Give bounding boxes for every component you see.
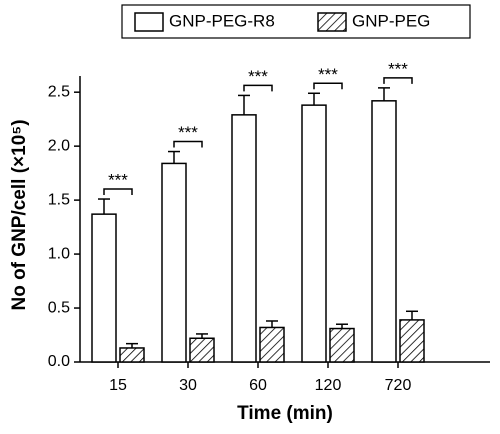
significance-bracket <box>243 84 273 92</box>
significance-bracket <box>313 82 343 90</box>
y-tick-label: 0.5 <box>48 299 70 316</box>
legend-swatch <box>134 12 164 32</box>
legend-swatch <box>317 12 347 32</box>
y-tick-label: 1.0 <box>48 245 70 262</box>
significance-bracket <box>383 77 413 84</box>
bar <box>91 213 117 363</box>
y-tick-label: 1.5 <box>48 191 70 208</box>
annotation: *** <box>178 123 198 142</box>
bar <box>161 162 187 363</box>
y-tick-label: 0.0 <box>48 353 70 370</box>
y-tick-label: 2.5 <box>48 83 70 100</box>
x-tick-label: 60 <box>249 377 267 394</box>
x-tick-label: 720 <box>385 377 412 394</box>
bar <box>371 100 397 363</box>
bar <box>259 326 285 363</box>
legend-label: GNP-PEG-R8 <box>169 11 275 30</box>
bar <box>119 347 145 363</box>
x-tick-label: 30 <box>179 377 197 394</box>
x-axis-title: Time (min) <box>237 403 333 424</box>
x-tick-label: 120 <box>315 377 342 394</box>
annotation: *** <box>248 67 268 86</box>
significance-bracket <box>103 188 133 196</box>
annotation: *** <box>388 59 408 78</box>
significance-bracket <box>173 140 203 148</box>
bar <box>329 327 355 363</box>
y-axis-title: No of GNP/cell (×10⁵) <box>9 119 30 310</box>
bar <box>399 319 425 363</box>
x-tick-label: 15 <box>109 377 127 394</box>
bar <box>301 104 327 363</box>
bar <box>189 337 215 363</box>
legend-box <box>121 4 471 39</box>
bar <box>231 114 257 363</box>
annotation: *** <box>318 65 338 84</box>
annotation: *** <box>108 171 128 190</box>
y-tick-label: 2.0 <box>48 137 70 154</box>
legend-label: GNP-PEG <box>352 11 430 30</box>
